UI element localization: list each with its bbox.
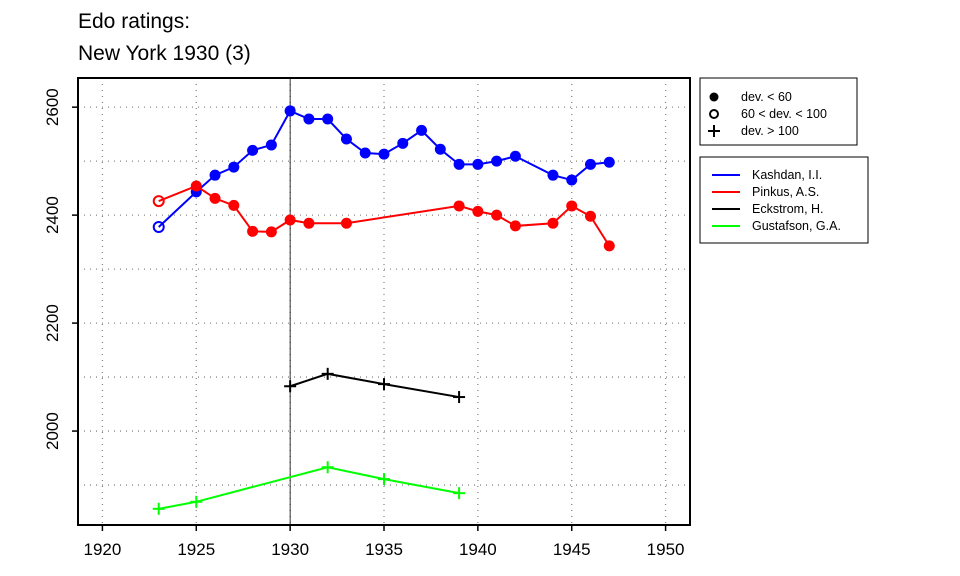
filled-circle-marker — [247, 144, 259, 156]
filled-circle-marker — [547, 217, 559, 229]
filled-circle-marker — [265, 139, 277, 151]
filled-circle-marker — [209, 169, 221, 181]
y-tick-label: 2600 — [43, 88, 62, 126]
filled-circle-marker — [322, 113, 334, 125]
filled-circle-marker — [547, 169, 559, 181]
filled-circle-marker — [228, 199, 240, 211]
series-legend-label: Pinkus, A.S. — [752, 185, 819, 199]
y-tick-label: 2400 — [43, 196, 62, 234]
x-tick-label: 1925 — [177, 540, 215, 559]
filled-circle-marker — [284, 105, 296, 117]
series-kashdan — [152, 105, 615, 233]
series-line — [289, 372, 460, 399]
filled-circle-icon — [709, 92, 719, 102]
filled-circle-marker — [453, 158, 465, 170]
filled-circle-marker — [491, 155, 503, 167]
filled-circle-marker — [472, 158, 484, 170]
open-circle-icon — [709, 109, 719, 119]
marker-legend-label: dev. > 100 — [741, 124, 799, 138]
plus-icon — [708, 125, 720, 137]
filled-circle-marker — [303, 217, 315, 229]
y-tick-label: 2200 — [43, 304, 62, 342]
filled-circle-marker — [359, 147, 371, 159]
filled-circle-marker — [434, 143, 446, 155]
filled-circle-marker — [603, 156, 615, 168]
filled-circle-marker — [265, 226, 277, 238]
filled-circle-marker — [397, 137, 409, 149]
plus-marker — [378, 473, 390, 486]
filled-circle-marker — [509, 150, 521, 162]
filled-circle-marker — [209, 192, 221, 204]
filled-circle-marker — [228, 161, 240, 173]
plus-marker — [284, 380, 297, 393]
filled-circle-marker — [284, 214, 296, 226]
filled-circle-marker — [378, 148, 390, 160]
plus-marker — [190, 495, 203, 508]
axes: 1920 1925 1930 1935 1940 1945 1950 2000 2200 2400… — [43, 88, 685, 559]
series-line — [158, 466, 460, 510]
filled-circle-marker — [247, 225, 259, 237]
plot-frame — [77, 77, 691, 526]
x-tick-label: 1940 — [459, 540, 497, 559]
series-pinkus — [152, 180, 615, 252]
filled-circle-marker — [585, 210, 597, 222]
series-legend-label: Kashdan, I.I. — [752, 168, 822, 182]
series-legend-label: Eckstrom, H. — [752, 202, 824, 216]
x-tick-label: 1930 — [271, 540, 309, 559]
plus-marker — [321, 367, 334, 380]
chart-title-line2: New York 1930 (3) — [78, 42, 251, 65]
filled-circle-marker — [566, 200, 578, 212]
series-legend-label: Gustafson, G.A. — [752, 219, 841, 233]
filled-circle-marker — [585, 158, 597, 170]
filled-circle-marker — [340, 217, 352, 229]
filled-circle-marker — [416, 124, 428, 136]
plus-marker — [321, 461, 334, 474]
filled-circle-marker — [303, 113, 315, 125]
grid — [78, 78, 690, 525]
marker-legend-label: 60 < dev. < 100 — [741, 107, 827, 121]
x-tick-label: 1935 — [365, 540, 403, 559]
filled-circle-marker — [453, 200, 465, 212]
chart-title-line1: Edo ratings: — [78, 10, 190, 33]
filled-circle-marker — [566, 174, 578, 186]
filled-circle-marker — [472, 205, 484, 217]
plot-marks — [152, 105, 615, 515]
x-tick-label: 1945 — [553, 540, 591, 559]
filled-circle-marker — [509, 220, 521, 232]
plus-marker — [378, 378, 390, 391]
open-circle-marker — [152, 221, 165, 233]
plus-marker — [453, 391, 466, 404]
filled-circle-marker — [491, 209, 503, 221]
series-gustafson — [152, 461, 466, 515]
marker-legend: dev. < 60 60 < dev. < 100 dev. > 100 — [699, 77, 858, 146]
plus-marker — [152, 502, 165, 515]
filled-circle-marker — [603, 240, 615, 252]
x-tick-label: 1950 — [647, 540, 685, 559]
filled-circle-marker — [340, 133, 352, 145]
series-eckstrom — [284, 367, 466, 404]
x-tick-label: 1920 — [83, 540, 121, 559]
marker-legend-label: dev. < 60 — [741, 90, 792, 104]
series-legend: Kashdan, I.I. Pinkus, A.S. Eckstrom, H. Gus… — [699, 156, 869, 244]
y-tick-label: 2000 — [43, 412, 62, 450]
plus-marker — [453, 487, 466, 500]
filled-circle-marker — [190, 180, 202, 192]
series-line — [158, 184, 611, 247]
open-circle-marker — [152, 195, 165, 208]
